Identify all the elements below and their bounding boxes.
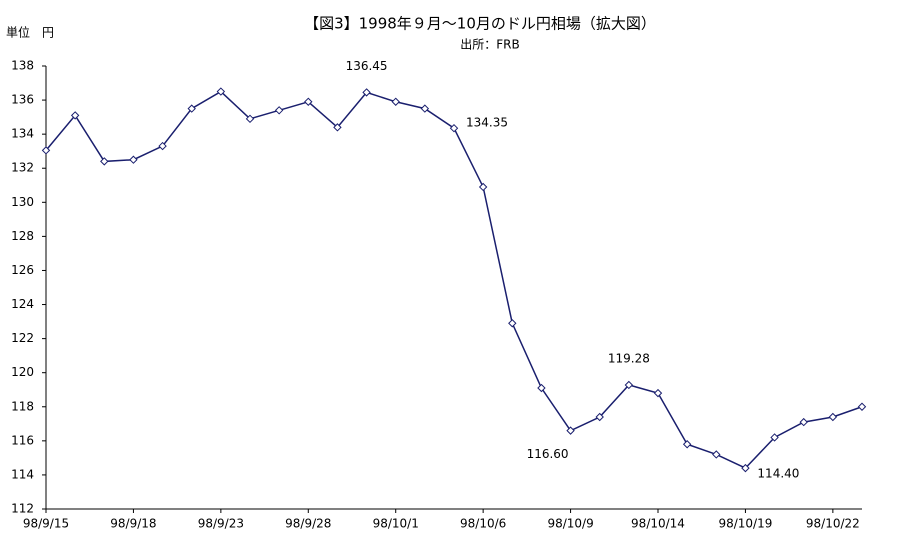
point — [828, 412, 838, 422]
x-tick-label: 98/10/1 — [373, 517, 419, 531]
point — [245, 114, 255, 124]
point — [100, 157, 109, 166]
point — [799, 417, 808, 427]
data-label: 114.40 — [757, 467, 799, 481]
y-tick-label: 118 — [11, 399, 34, 413]
point — [362, 88, 371, 97]
x-tick-label: 98/10/14 — [631, 517, 685, 531]
x-tick-label: 98/10/22 — [806, 517, 860, 531]
point — [274, 106, 284, 115]
point — [741, 463, 750, 473]
x-tick-label: 98/10/19 — [718, 517, 772, 531]
y-tick-label: 112 — [11, 502, 34, 516]
x-tick-label: 98/9/15 — [23, 517, 69, 531]
data-label: 119.28 — [608, 351, 650, 365]
point — [391, 97, 400, 106]
point — [449, 123, 459, 133]
x-tick-label: 98/9/18 — [110, 517, 156, 531]
point — [478, 182, 488, 192]
point — [41, 146, 51, 155]
y-axis-label: 単位 円 — [6, 25, 54, 40]
y-tick-label: 126 — [11, 263, 34, 277]
chart-subtitle: 出所：FRB — [460, 38, 519, 52]
data-label: 116.60 — [527, 447, 569, 461]
point — [420, 104, 430, 113]
point — [304, 97, 313, 106]
point — [566, 426, 575, 435]
y-tick-label: 136 — [11, 93, 34, 107]
point — [129, 155, 138, 164]
y-tick-label: 122 — [11, 331, 34, 345]
y-tick-label: 130 — [11, 195, 34, 209]
y-tick-label: 134 — [11, 127, 34, 141]
point — [158, 141, 167, 151]
line — [45, 90, 863, 470]
data-label: 136.45 — [346, 59, 388, 73]
y-tick-label: 138 — [11, 59, 34, 73]
x-tick-label: 98/9/23 — [198, 517, 244, 531]
point — [333, 123, 342, 132]
y-tick-label: 116 — [11, 433, 34, 447]
point — [508, 319, 517, 328]
x-tick-label: 98/10/9 — [547, 517, 593, 531]
point — [712, 450, 721, 459]
y-tick-label: 128 — [11, 229, 34, 243]
point — [216, 87, 226, 96]
y-tick-label: 124 — [11, 297, 34, 311]
data-label: 134.35 — [466, 116, 508, 130]
point — [682, 440, 692, 449]
point — [187, 104, 196, 113]
point — [857, 402, 867, 411]
x-tick-label: 98/10/6 — [460, 517, 506, 531]
x-tick-label: 98/9/28 — [285, 517, 331, 531]
point — [653, 388, 663, 398]
y-tick-label: 120 — [11, 365, 34, 379]
point — [595, 412, 604, 422]
point — [770, 433, 779, 442]
y-tick-label: 132 — [11, 161, 34, 175]
point — [537, 383, 546, 393]
chart-title: 【図3】1998年９月～10月のドル円相場（拡大図） — [304, 15, 656, 33]
point — [624, 380, 634, 390]
point — [70, 111, 80, 120]
y-tick-label: 114 — [11, 467, 34, 481]
